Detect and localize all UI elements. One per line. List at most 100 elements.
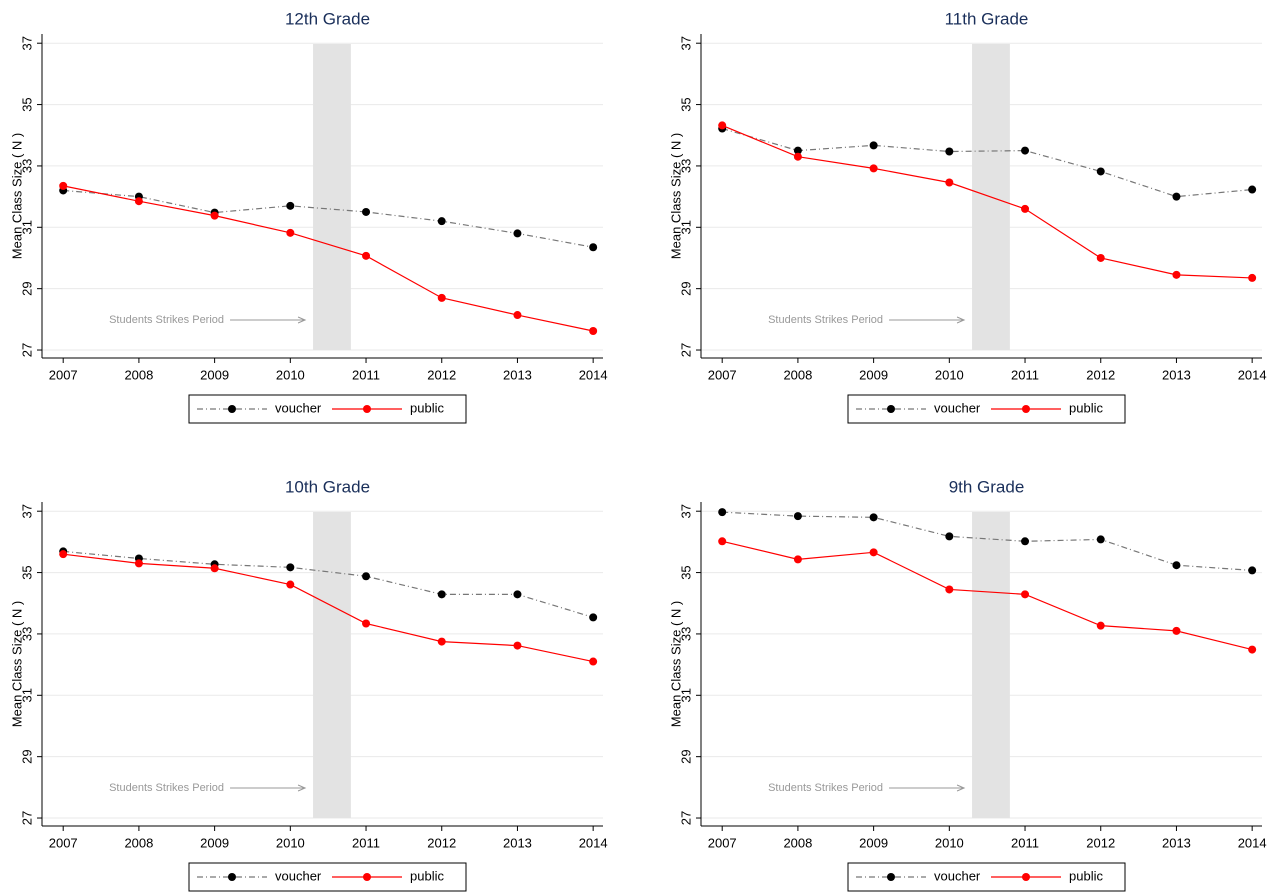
shaded-period [972, 512, 1010, 818]
point [210, 564, 219, 573]
point [589, 243, 598, 252]
y-tick-label: 27 [678, 343, 693, 357]
point [1172, 626, 1181, 635]
point [59, 181, 68, 190]
panel: 10th Grade Mean Class Size ( N ) 27 29 31 33 3… [9, 477, 608, 892]
y-axis-label: Mean Class Size ( N ) [668, 133, 683, 259]
point [793, 555, 802, 564]
x-tick-label: 2012 [1086, 835, 1115, 850]
x-tick-label: 2013 [503, 835, 532, 850]
x-tick-label: 2010 [276, 367, 305, 382]
legend-label: voucher [934, 400, 981, 415]
point [589, 613, 598, 622]
x-tick-label: 2011 [1011, 835, 1039, 850]
point [513, 590, 522, 599]
point [1248, 566, 1257, 575]
y-tick-label: 31 [19, 220, 34, 234]
y-tick-label: 37 [19, 36, 34, 50]
point [945, 532, 954, 541]
y-tick-label: 35 [678, 97, 693, 111]
annotation-arrowhead [956, 784, 966, 792]
series-line [63, 550, 594, 618]
point [945, 178, 954, 187]
point [945, 585, 954, 594]
y-tick-label: 27 [19, 343, 34, 357]
annotation: Students Strikes Period [109, 314, 224, 326]
x-tick-label: 2008 [124, 367, 153, 382]
chart-title: 11th Grade [945, 9, 1029, 28]
series-line [722, 511, 1253, 572]
legend-label: voucher [275, 868, 322, 883]
point [362, 572, 371, 581]
point [134, 559, 143, 568]
x-tick-label: 2010 [935, 835, 964, 850]
chart-title: 9th Grade [949, 477, 1025, 496]
x-tick-label: 2008 [783, 835, 812, 850]
point [589, 657, 598, 666]
legend-marker [363, 873, 371, 881]
point [362, 251, 371, 260]
series-line [721, 124, 1253, 279]
point [437, 637, 446, 646]
legend-marker [887, 873, 895, 881]
point [1021, 204, 1030, 213]
point [718, 508, 727, 517]
series-line [722, 540, 1253, 651]
x-tick-label: 2012 [427, 835, 456, 850]
y-tick-label: 31 [678, 220, 693, 234]
y-tick-label: 27 [678, 811, 693, 825]
y-tick-label: 33 [19, 159, 34, 173]
point [286, 580, 295, 589]
chart-title: 12th Grade [285, 9, 370, 28]
x-tick-label: 2013 [1162, 367, 1191, 382]
x-tick-label: 2010 [276, 835, 305, 850]
y-tick-label: 27 [19, 811, 34, 825]
point [718, 121, 727, 130]
legend-label: voucher [275, 400, 322, 415]
point [1021, 537, 1030, 546]
x-tick-label: 2007 [49, 835, 78, 850]
point [362, 619, 371, 628]
point [437, 293, 446, 302]
legend-marker [1022, 405, 1030, 413]
y-tick-label: 29 [678, 281, 693, 295]
point [793, 512, 802, 521]
legend-box [847, 862, 1126, 892]
y-axis-label: Mean Class Size ( N ) [9, 133, 24, 259]
x-tick-label: 2009 [859, 835, 888, 850]
point [869, 141, 878, 150]
x-tick-label: 2011 [352, 367, 380, 382]
point [1096, 621, 1105, 630]
y-tick-label: 31 [678, 688, 693, 702]
point [1248, 273, 1257, 282]
legend-marker [363, 405, 371, 413]
x-tick-label: 2009 [200, 835, 229, 850]
annotation-arrowhead [297, 316, 307, 324]
point [362, 207, 371, 216]
x-tick-label: 2007 [49, 367, 78, 382]
x-tick-label: 2009 [200, 367, 229, 382]
panel: 9th Grade Mean Class Size ( N ) 27 29 31 33 35… [668, 477, 1267, 892]
y-tick-label: 33 [678, 159, 693, 173]
point [286, 201, 295, 210]
y-tick-label: 29 [19, 749, 34, 763]
point [286, 563, 295, 572]
x-tick-label: 2007 [708, 835, 737, 850]
x-tick-label: 2014 [579, 835, 608, 850]
point [210, 211, 219, 220]
y-tick-label: 37 [19, 504, 34, 518]
point [513, 229, 522, 238]
y-tick-label: 35 [678, 565, 693, 579]
x-tick-label: 2007 [708, 367, 737, 382]
y-axis-label: Mean Class Size ( N ) [668, 601, 683, 727]
chart-title: 10th Grade [285, 477, 370, 496]
point [793, 146, 802, 155]
x-tick-label: 2011 [352, 835, 380, 850]
y-tick-label: 35 [19, 97, 34, 111]
point [1172, 270, 1181, 279]
point [134, 197, 143, 206]
point [1172, 561, 1181, 570]
x-tick-label: 2014 [1238, 367, 1267, 382]
legend-marker [887, 405, 895, 413]
